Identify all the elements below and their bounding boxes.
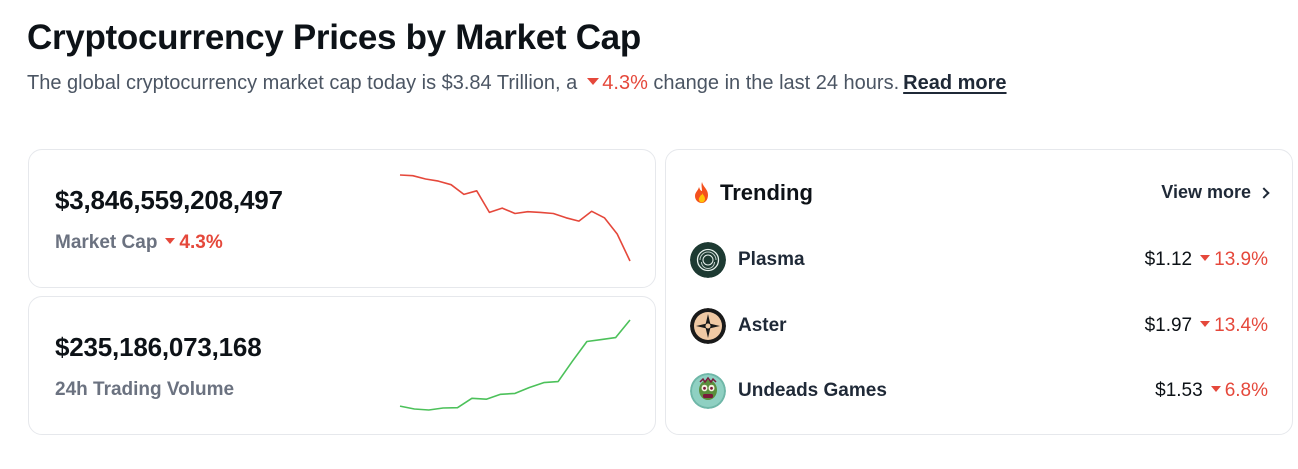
coin-price-row: $1.53 6.8% bbox=[1155, 380, 1268, 402]
page-subtitle: The global cryptocurrency market cap tod… bbox=[27, 72, 1007, 95]
coin-name: Undeads Games bbox=[738, 380, 887, 401]
plasma-icon bbox=[690, 242, 726, 278]
coin-name: Plasma bbox=[738, 249, 805, 270]
coin-name: Aster bbox=[738, 315, 787, 336]
subtitle-prefix: The global cryptocurrency market cap tod… bbox=[27, 72, 578, 94]
subtitle-change: 4.3% bbox=[602, 72, 648, 94]
coin-change: 13.4% bbox=[1214, 315, 1268, 336]
market-cap-label: Market Cap bbox=[55, 232, 158, 253]
market-cap-change: 4.3% bbox=[179, 232, 223, 253]
view-more-link[interactable]: View more bbox=[1161, 182, 1270, 203]
coin-change: 6.8% bbox=[1224, 380, 1268, 401]
trending-title: Trending bbox=[692, 180, 813, 206]
chevron-right-icon bbox=[1258, 186, 1270, 199]
trading-volume-value: $235,186,073,168 bbox=[55, 332, 262, 362]
coin-price: $1.12 bbox=[1144, 249, 1193, 270]
market-cap-sparkline bbox=[399, 174, 631, 262]
caret-down-icon bbox=[1210, 386, 1221, 392]
coin-price: $1.53 bbox=[1155, 380, 1203, 401]
trending-card: Trending View more Plasma $1.12 13.9% Ast… bbox=[665, 149, 1293, 435]
market-cap-label-row: Market Cap 4.3% bbox=[55, 232, 223, 254]
trending-coin-aster[interactable]: Aster $1.97 13.4% bbox=[690, 306, 1268, 346]
fire-icon bbox=[695, 182, 708, 203]
subtitle-suffix: change in the last 24 hours. bbox=[653, 72, 900, 94]
coin-price: $1.97 bbox=[1144, 315, 1193, 336]
page-title: Cryptocurrency Prices by Market Cap bbox=[27, 18, 641, 57]
caret-down-icon bbox=[587, 78, 600, 86]
market-cap-sparkline-line bbox=[399, 174, 631, 262]
market-cap-card: $3,846,559,208,497 Market Cap 4.3% bbox=[28, 149, 656, 288]
caret-down-icon bbox=[1200, 321, 1211, 327]
caret-down-icon bbox=[165, 237, 176, 244]
coin-price-row: $1.12 13.9% bbox=[1145, 249, 1268, 271]
undeads-icon bbox=[690, 373, 726, 409]
trending-coin-undeads-games[interactable]: Undeads Games $1.53 6.8% bbox=[690, 371, 1268, 411]
aster-icon bbox=[690, 308, 726, 344]
coin-change: 13.9% bbox=[1214, 249, 1268, 270]
caret-down-icon bbox=[1200, 255, 1211, 261]
trending-title-text: Trending bbox=[720, 180, 813, 205]
trading-volume-label: 24h Trading Volume bbox=[55, 379, 235, 400]
trading-volume-card: $235,186,073,168 24h Trading Volume bbox=[28, 296, 656, 435]
coin-price-row: $1.97 13.4% bbox=[1145, 315, 1268, 337]
trading-volume-sparkline-line bbox=[399, 319, 631, 411]
trending-coin-plasma[interactable]: Plasma $1.12 13.9% bbox=[690, 240, 1268, 280]
trading-volume-sparkline bbox=[399, 319, 631, 411]
view-more-label: View more bbox=[1161, 182, 1251, 202]
market-cap-value: $3,846,559,208,497 bbox=[55, 185, 283, 215]
read-more-link[interactable]: Read more bbox=[903, 72, 1007, 94]
